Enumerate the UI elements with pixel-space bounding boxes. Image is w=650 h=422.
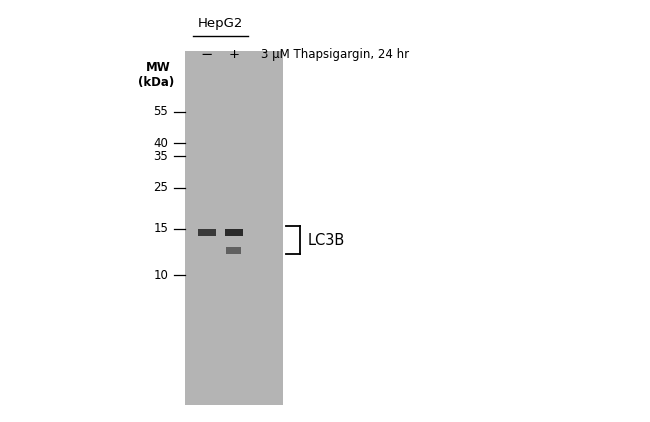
Text: 10: 10	[153, 269, 168, 281]
Text: 35: 35	[153, 150, 168, 162]
Text: 15: 15	[153, 222, 168, 235]
Text: 3 μM Thapsigargin, 24 hr: 3 μM Thapsigargin, 24 hr	[261, 49, 409, 61]
Bar	[185, 51, 283, 405]
Text: 55: 55	[153, 106, 168, 118]
Bar	[226, 247, 241, 254]
Text: MW: MW	[146, 61, 170, 74]
Text: 40: 40	[153, 137, 168, 150]
Bar	[225, 229, 243, 236]
Bar	[198, 229, 216, 236]
Text: −: −	[201, 47, 213, 62]
Text: +: +	[229, 49, 239, 61]
Text: 25: 25	[153, 181, 168, 194]
Text: LC3B: LC3B	[308, 233, 345, 248]
Text: HepG2: HepG2	[198, 17, 243, 30]
Text: (kDa): (kDa)	[138, 76, 174, 89]
